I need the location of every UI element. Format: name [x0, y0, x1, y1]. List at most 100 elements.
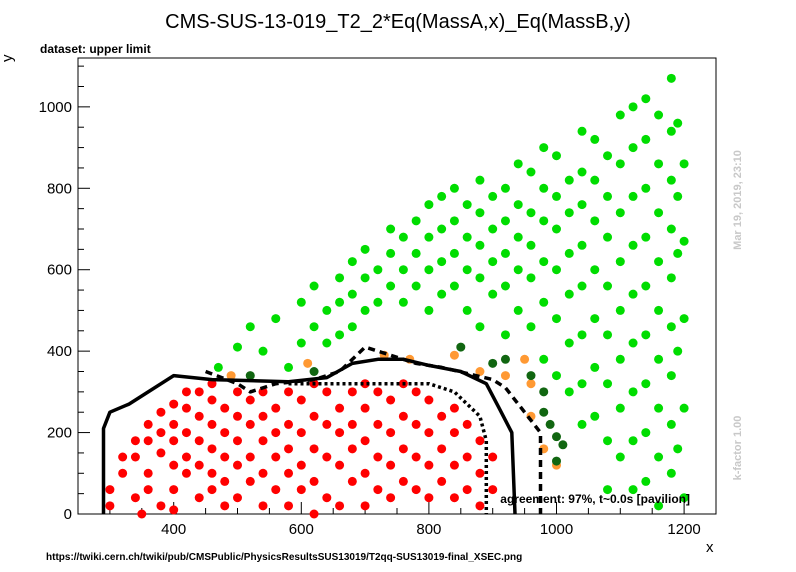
excluded-point — [347, 419, 357, 429]
excluded-point — [475, 468, 485, 478]
allowed-point — [641, 330, 651, 340]
excluded-point — [233, 436, 242, 446]
allowed-point — [628, 240, 638, 250]
excluded-point — [271, 403, 281, 413]
excluded-but-allowed-point — [500, 371, 510, 381]
excluded-point — [271, 428, 281, 438]
excluded-point — [207, 485, 217, 495]
allowed-point — [590, 411, 600, 421]
excluded-point — [284, 387, 294, 397]
x-tick-label: 1200 — [667, 521, 700, 538]
excluded-point — [424, 428, 434, 438]
allowed-point — [666, 126, 676, 136]
excluded-point — [373, 452, 383, 462]
allowed-point — [500, 248, 510, 258]
allowed-point — [296, 338, 306, 348]
allowed-point — [449, 183, 459, 193]
allowed-point — [641, 379, 651, 389]
excluded-point — [169, 419, 179, 429]
x-tick-label: 600 — [289, 521, 314, 538]
allowed-point — [615, 403, 625, 413]
allowed-point — [398, 232, 408, 242]
allowed-point — [284, 362, 294, 372]
excluded-point — [424, 460, 434, 470]
allowed-point — [245, 322, 255, 332]
excluded-point — [207, 468, 217, 478]
excluded-but-allowed-point — [226, 371, 236, 381]
allowed-point — [590, 265, 600, 275]
excluded-point — [386, 493, 396, 503]
excluded-point — [449, 403, 459, 413]
excluded-point — [322, 419, 332, 429]
allowed-point — [564, 175, 574, 185]
allowed-point — [603, 485, 613, 495]
allowed-point — [603, 281, 613, 291]
excluded-point — [424, 493, 434, 503]
excluded-point — [360, 403, 370, 413]
allowed-point — [628, 387, 638, 397]
allowed-point — [488, 257, 498, 267]
allowed-point — [488, 191, 498, 201]
plot-frame — [77, 57, 717, 515]
allowed-point — [539, 143, 549, 153]
excluded-point — [398, 444, 408, 454]
excluded-point — [105, 485, 115, 495]
excluded-point — [335, 403, 345, 413]
allowed-point — [673, 191, 683, 201]
excluded-point — [475, 501, 485, 511]
excluded-point — [220, 501, 230, 511]
allowed-point — [673, 118, 683, 128]
allowed-point — [641, 94, 651, 104]
allowed-point — [666, 73, 676, 83]
allowed-point — [666, 224, 676, 234]
y-tick-label: 200 — [47, 425, 72, 442]
x-tick-label: 1000 — [540, 521, 573, 538]
allowed-point — [603, 379, 613, 389]
allowed-point — [577, 200, 587, 210]
chart-title: CMS-SUS-13-019_T2_2*Eq(MassA,x)_Eq(MassB… — [165, 11, 631, 33]
excluded-point — [258, 436, 268, 446]
allowed-point — [335, 297, 345, 307]
allowed-point — [666, 419, 676, 429]
excluded-point — [220, 476, 230, 486]
kfactor-label: k-factor 1.00 — [732, 416, 744, 481]
allowed-point — [577, 419, 587, 429]
allowed-point — [641, 428, 651, 438]
allowed-but-excluded-point — [558, 440, 568, 450]
allowed-point — [615, 452, 625, 462]
allowed-point — [666, 371, 676, 381]
allowed-point — [500, 330, 510, 340]
allowed-point — [309, 281, 319, 291]
allowed-point — [679, 403, 689, 413]
excluded-point — [130, 452, 140, 462]
excluded-point — [309, 444, 319, 454]
allowed-point — [552, 151, 561, 161]
allowed-point — [322, 338, 332, 348]
excluded-point — [233, 493, 242, 503]
allowed-point — [628, 191, 638, 201]
allowed-point — [564, 289, 574, 299]
allowed-point — [526, 167, 536, 177]
allowed-point — [666, 468, 676, 478]
allowed-point — [615, 208, 625, 218]
excluded-point — [360, 501, 370, 511]
excluded-point — [449, 428, 459, 438]
excluded-point — [449, 460, 459, 470]
allowed-point — [411, 248, 421, 258]
excluded-but-allowed-point — [475, 367, 485, 376]
dataset-label: dataset: upper limit — [40, 42, 151, 56]
allowed-point — [654, 208, 664, 218]
excluded-point — [105, 501, 115, 511]
excluded-point — [335, 428, 345, 438]
allowed-point — [322, 305, 332, 315]
excluded-point — [462, 419, 472, 429]
allowed-point — [679, 314, 689, 324]
allowed-point — [577, 126, 587, 136]
allowed-point — [628, 289, 638, 299]
excluded-point — [386, 460, 396, 470]
allowed-point — [539, 257, 549, 267]
allowed-but-excluded-point — [309, 367, 319, 376]
allowed-point — [449, 281, 459, 291]
excluded-point — [284, 419, 294, 429]
